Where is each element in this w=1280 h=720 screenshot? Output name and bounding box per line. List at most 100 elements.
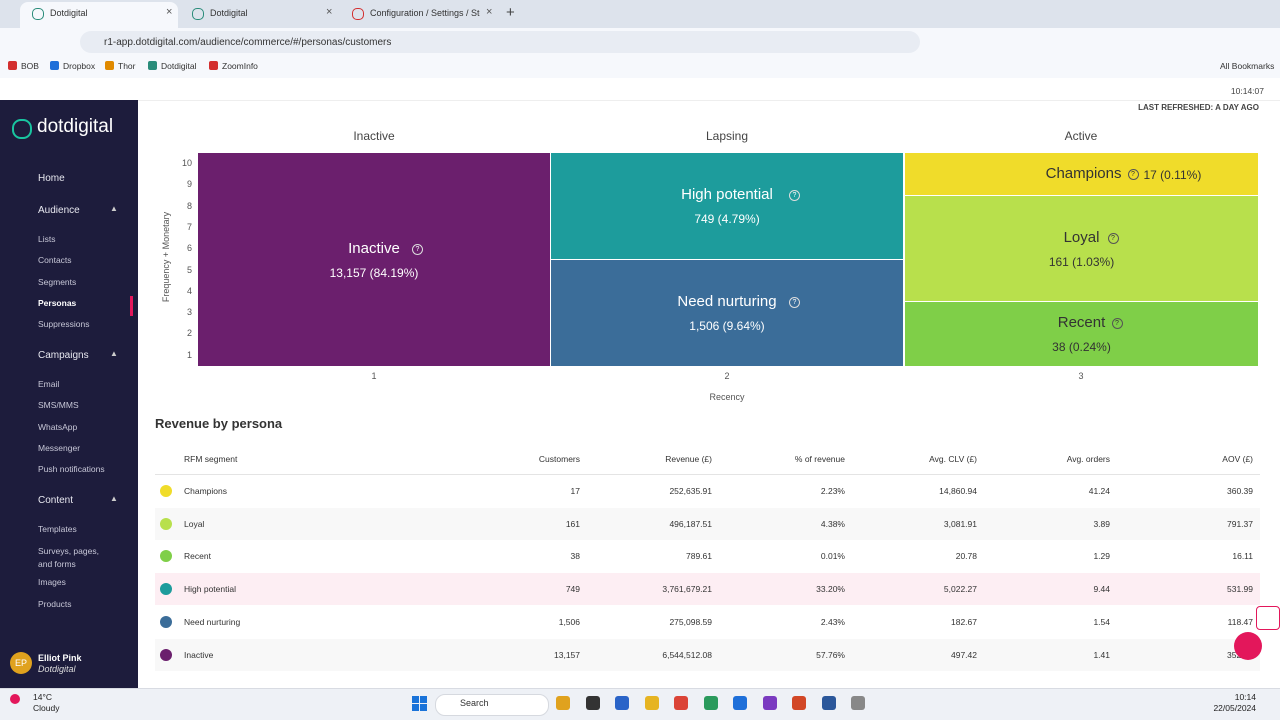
bookmark-icon: [209, 61, 218, 70]
help-icon[interactable]: ?: [1107, 232, 1119, 244]
nav-item[interactable]: Personas: [38, 297, 77, 308]
help-icon[interactable]: ?: [789, 297, 800, 308]
taskbar-app[interactable]: [556, 696, 570, 710]
table-cell: Inactive: [184, 649, 214, 660]
nav-item[interactable]: WhatsApp: [38, 421, 78, 432]
address-box[interactable]: [80, 31, 920, 53]
all-bookmarks[interactable]: All Bookmarks: [1220, 61, 1275, 71]
table-row[interactable]: [155, 638, 1260, 671]
nav-item[interactable]: Home: [38, 173, 65, 184]
nav-item[interactable]: Lists: [38, 234, 56, 244]
taskbar-app[interactable]: [585, 696, 600, 710]
table-cell: 3,761,679.21: [662, 584, 712, 595]
x-tick-label: 3: [1078, 371, 1084, 381]
nav-section[interactable]: Content: [38, 495, 74, 506]
tab-strip: [0, 0, 1280, 28]
chevron: ▲: [110, 204, 118, 213]
nav-item[interactable]: Products: [38, 598, 72, 609]
segment-dot: [160, 583, 172, 596]
table-cell: 4.38%: [820, 518, 845, 529]
url[interactable]: r1-app.dotdigital.com/audience/commerce/…: [104, 37, 392, 48]
taskbar-app[interactable]: [703, 696, 718, 710]
column-header: % of revenue: [794, 454, 845, 464]
nav-item[interactable]: Email: [38, 379, 60, 389]
tab[interactable]: [20, 2, 178, 28]
table-row[interactable]: [155, 507, 1260, 540]
persona-cell[interactable]: Recent? 38 (0.24%): [905, 302, 1258, 366]
table-row[interactable]: [155, 573, 1260, 606]
persona-cell[interactable]: Inactive? 13,157 (84.19%): [198, 153, 550, 366]
table-cell: High potential: [184, 584, 236, 595]
nav-item[interactable]: Messenger: [38, 442, 81, 453]
taskbar-app[interactable]: [821, 696, 836, 710]
nav-item[interactable]: Segments: [38, 276, 77, 287]
table-cell: 360.39: [1227, 486, 1253, 496]
table-cell: Champions: [184, 486, 227, 496]
taskbar-app[interactable]: [733, 696, 747, 710]
tab-icon: [192, 8, 204, 20]
taskbar-app[interactable]: [644, 696, 659, 710]
persona-cell[interactable]: High potential? 749 (4.79%): [551, 153, 903, 259]
zoominfo-widget[interactable]: [1256, 606, 1280, 630]
table-cell: 14,860.94: [939, 486, 977, 496]
help-icon[interactable]: ?: [789, 190, 800, 201]
table-cell: 38: [570, 551, 580, 562]
nav-section[interactable]: Audience: [38, 205, 80, 216]
tab-close[interactable]: ×: [326, 6, 333, 18]
table-row[interactable]: [155, 540, 1260, 573]
nav-item[interactable]: Suppressions: [38, 319, 90, 330]
clock: 10:14:07: [1230, 86, 1264, 96]
active-indicator: [130, 296, 133, 316]
table-cell: 252,635.91: [669, 486, 712, 496]
chat-button[interactable]: [1234, 632, 1262, 660]
help-icon[interactable]: ?: [1111, 318, 1123, 329]
nav-item[interactable]: Surveys, pages, and forms: [38, 546, 99, 570]
bookmark[interactable]: Dropbox: [63, 61, 96, 71]
taskbar-app[interactable]: [851, 696, 865, 710]
persona-value: 13,157 (84.19%): [329, 265, 419, 280]
taskbar-search-box[interactable]: [435, 694, 549, 716]
help-icon[interactable]: ?: [412, 243, 423, 255]
table-cell: 1.54: [1093, 616, 1110, 627]
persona-cell[interactable]: Need nurturing? 1,506 (9.64%): [551, 260, 903, 366]
persona-cell[interactable]: Champions? 17 (0.11%): [905, 153, 1258, 195]
new-tab[interactable]: +: [506, 4, 515, 21]
tab-close[interactable]: ×: [486, 6, 493, 18]
nav-item[interactable]: Templates: [38, 524, 77, 534]
table-cell: 6,544,512.08: [662, 649, 712, 660]
table-row[interactable]: [155, 475, 1260, 507]
tab-icon: [32, 8, 44, 20]
persona-value: 17 (0.11%): [1143, 168, 1202, 182]
nav-item[interactable]: Contacts: [38, 255, 72, 266]
taskbar-app[interactable]: [762, 696, 777, 710]
bookmark[interactable]: ZoomInfo: [222, 61, 258, 71]
column-header: Avg. orders: [1066, 454, 1110, 464]
start-button[interactable]: [412, 696, 419, 703]
persona-cell[interactable]: Loyal? 161 (1.03%): [905, 196, 1258, 301]
tab-close[interactable]: ×: [166, 6, 173, 18]
nav-section[interactable]: Campaigns: [38, 350, 89, 361]
table-cell: 3.89: [1093, 518, 1110, 529]
persona-value: 38 (0.24%): [1052, 340, 1111, 354]
bookmark[interactable]: BOB: [21, 61, 39, 71]
nav-item[interactable]: Images: [38, 577, 66, 588]
bookmark[interactable]: Thor: [118, 61, 136, 71]
taskbar-app[interactable]: [674, 696, 688, 710]
column-header: Customers: [538, 454, 580, 464]
y-tick-label: 4: [186, 285, 192, 296]
search-text[interactable]: Search: [460, 698, 489, 708]
taskbar-app[interactable]: [615, 696, 629, 710]
nav-item[interactable]: Push notifications: [38, 464, 105, 475]
nav-item[interactable]: SMS/MMS: [38, 400, 79, 411]
table-title: Revenue by persona: [155, 416, 283, 431]
help-icon[interactable]: ?: [1127, 169, 1139, 180]
chevron: ▲: [110, 494, 118, 503]
table-cell: 0.01%: [820, 551, 845, 562]
bookmark[interactable]: Dotdigital: [161, 61, 197, 71]
weather-text: Cloudy: [33, 703, 60, 713]
y-tick-label: 9: [186, 179, 192, 190]
taskbar-time: 10:14: [1234, 692, 1256, 702]
bookmark-icon: [105, 61, 114, 70]
taskbar-app[interactable]: [792, 696, 806, 710]
table-row[interactable]: [155, 605, 1260, 638]
